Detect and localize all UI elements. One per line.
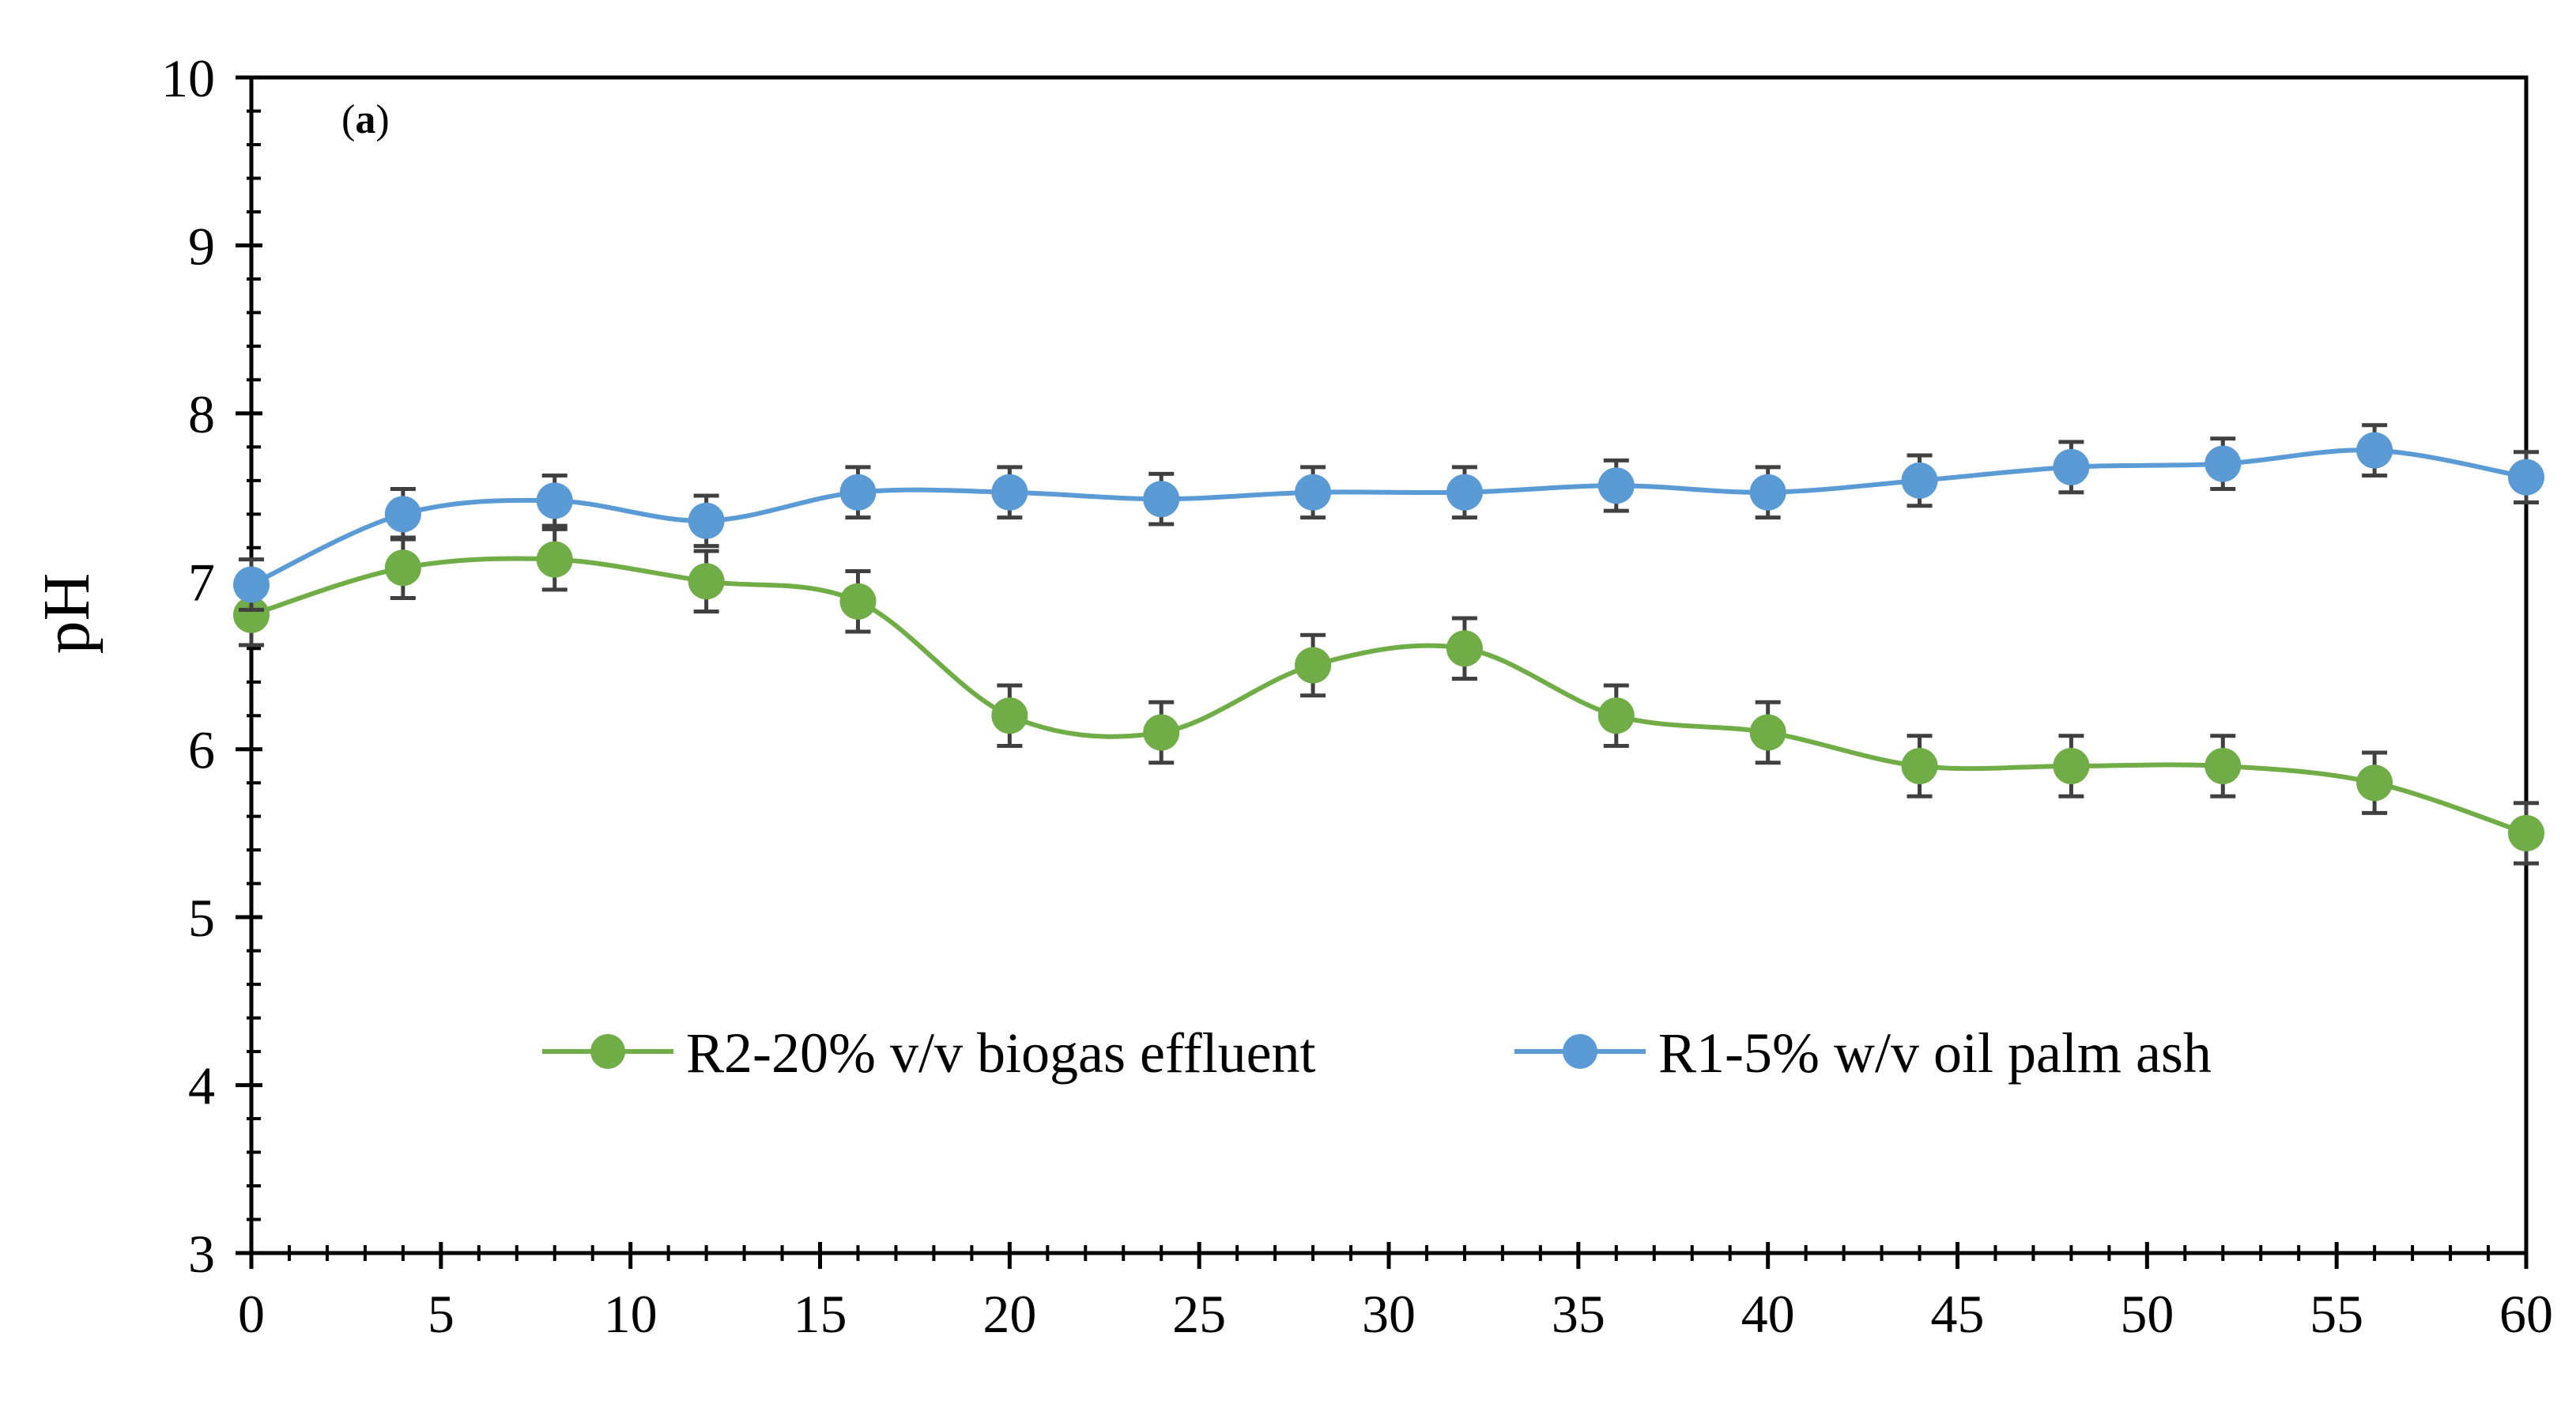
y-tick-label: 6 (188, 720, 215, 780)
data-point (2204, 747, 2242, 784)
legend-label-r2: R2-20% v/v biogas effluent (686, 1021, 1316, 1085)
y-tick-label: 8 (188, 384, 215, 444)
data-point (2508, 459, 2544, 496)
data-point (991, 474, 1028, 511)
panel-label-letter: a (355, 97, 375, 142)
data-point (536, 541, 573, 578)
x-tick-label: 20 (983, 1284, 1036, 1344)
data-point (1901, 462, 1938, 499)
data-point (1143, 714, 1180, 751)
y-tick-label: 4 (188, 1056, 215, 1116)
data-point (2508, 814, 2544, 851)
x-tick-label: 45 (1931, 1284, 1985, 1344)
data-point (2356, 764, 2393, 802)
data-point (1295, 647, 1332, 684)
y-tick-label: 7 (188, 552, 215, 612)
legend-marker-r1 (1563, 1034, 1597, 1069)
data-point (1597, 467, 1635, 504)
data-point (1295, 474, 1332, 511)
panel-label-close: ) (375, 97, 389, 142)
data-point (688, 502, 725, 539)
data-point (839, 474, 877, 511)
data-point (233, 596, 270, 633)
y-tick-label: 10 (161, 48, 215, 108)
data-point (1749, 474, 1786, 511)
panel-label: (a) (341, 97, 390, 142)
data-point (1901, 747, 1938, 784)
data-point (1749, 714, 1786, 751)
data-point (384, 549, 421, 587)
data-point (839, 583, 877, 620)
series-group (233, 423, 2544, 866)
data-point (2053, 448, 2090, 485)
x-tick-label: 15 (794, 1284, 847, 1344)
data-point (384, 496, 421, 533)
legend-marker-r2 (590, 1034, 625, 1069)
x-tick-label: 50 (2120, 1284, 2174, 1344)
data-point (1446, 474, 1483, 511)
data-point (2053, 747, 2090, 784)
data-point (1446, 630, 1483, 667)
x-tick-label: 40 (1741, 1284, 1795, 1344)
series-r2-biogas-effluent (233, 527, 2544, 866)
y-tick-label: 3 (188, 1224, 215, 1284)
x-tick-label: 0 (238, 1284, 265, 1344)
data-point (1597, 697, 1635, 734)
data-point (991, 697, 1028, 734)
series-line (250, 447, 2527, 587)
data-point (233, 566, 270, 603)
y-tick-label: 9 (188, 216, 215, 276)
x-tick-label: 5 (428, 1284, 454, 1344)
data-point (688, 563, 725, 600)
x-tick-label: 30 (1362, 1284, 1416, 1344)
series-line (251, 556, 2527, 836)
x-tick-label: 10 (604, 1284, 658, 1344)
legend: R2-20% v/v biogas effluent R1-5% w/v oil… (542, 1021, 2212, 1085)
x-tick-label: 35 (1552, 1284, 1605, 1344)
series-r1-oil-palm-ash (233, 423, 2544, 612)
data-point (536, 482, 573, 519)
y-tick-label: 5 (188, 888, 215, 948)
x-tick-label: 60 (2499, 1284, 2553, 1344)
data-point (2356, 432, 2393, 469)
data-point (2204, 445, 2242, 482)
axes-group (236, 75, 2529, 1269)
x-tick-label: 55 (2310, 1284, 2363, 1344)
y-axis-title: pH (30, 573, 104, 655)
data-point (1143, 481, 1180, 518)
legend-label-r1: R1-5% w/v oil palm ash (1658, 1021, 2212, 1085)
x-tick-label: 25 (1172, 1284, 1226, 1344)
panel-label-open: ( (341, 97, 355, 142)
